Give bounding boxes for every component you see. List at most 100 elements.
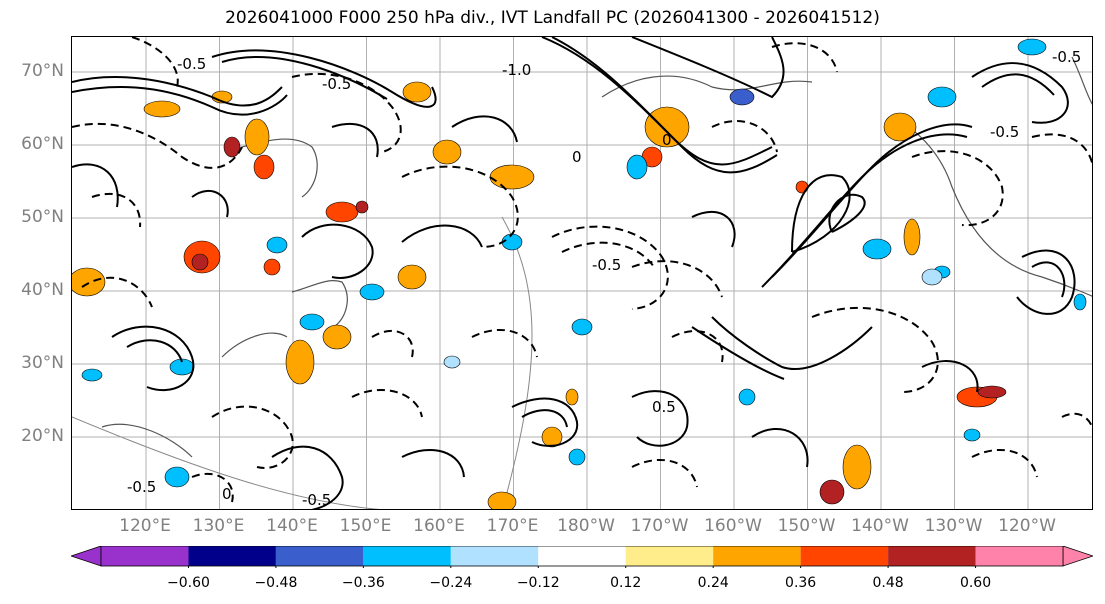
ivt-contour-dashed [561, 241, 655, 268]
domain-outline [72, 416, 381, 509]
ivt-contour [511, 397, 579, 447]
ivt-contour [221, 56, 388, 100]
ivt-contour [791, 174, 851, 253]
divergence-shading [72, 38, 1087, 509]
contour-label: -0.5 [1052, 48, 1081, 66]
contour-label: -1.0 [502, 61, 531, 79]
divergence-shade [977, 385, 1007, 399]
colorbar-tick-label: −0.12 [516, 575, 560, 591]
longitude-label: 130°W [924, 516, 983, 536]
colorbar-tick-label: 0.60 [959, 575, 992, 591]
contour-label: 0.5 [652, 398, 676, 416]
ivt-contour-dashed [72, 122, 243, 169]
colorbar-segment [800, 546, 889, 566]
longitude-label: 160°E [413, 516, 465, 536]
divergence-shade [223, 136, 241, 158]
ivt-contour [1016, 249, 1076, 315]
ivt-contour [981, 73, 1055, 96]
ivt-contour-dashed [631, 260, 723, 298]
divergence-shade [72, 267, 106, 297]
divergence-shade [191, 253, 209, 271]
colorbar-tick-label: 0.12 [610, 575, 642, 591]
colorbar-tick-label: −0.60 [167, 575, 210, 591]
divergence-shade [738, 388, 756, 406]
divergence-shade [927, 86, 957, 108]
ivt-contour-dashed [551, 225, 669, 310]
ivt-contour [921, 360, 979, 393]
ivt-contour-dashed [471, 328, 538, 358]
coastline-segment [291, 280, 348, 328]
ivt-contour-dashed [191, 472, 234, 503]
divergence-shade [921, 268, 943, 286]
divergence-shade [81, 368, 103, 382]
divergence-shade [729, 88, 755, 106]
colorbar-segment [363, 546, 451, 566]
contour-label: -0.5 [592, 256, 621, 274]
coastlines [72, 56, 1092, 509]
ivt-contour-dashed [971, 448, 1038, 478]
ivt-contour [271, 445, 344, 509]
longitude-label: 120°E [119, 516, 171, 536]
divergence-shade [285, 339, 315, 385]
latitude-label: 40°N [21, 280, 64, 300]
divergence-shade [263, 258, 281, 276]
divergence-shade [432, 139, 462, 165]
ivt-contour [191, 190, 229, 218]
divergence-shade [862, 238, 892, 260]
ivt-contour [631, 390, 689, 447]
colorbar-tick-label: 0.36 [785, 575, 817, 591]
map-canvas[interactable]: -0.5 -0.5 0 -0.5 -1.0 -0.5 0 -0.5 0.5 -0.5 0 -0.5 [72, 37, 1093, 510]
divergence-shade [1017, 38, 1047, 56]
colorbar-tick-label: −0.48 [254, 575, 298, 591]
ivt-contour-dashed [371, 330, 414, 358]
ivt-contour [1031, 261, 1066, 298]
colorbar-segment [625, 546, 714, 566]
longitude-label: 160°W [704, 516, 762, 536]
ivt-contour [72, 163, 119, 208]
ivt-contour-dashed [291, 72, 402, 153]
colorbar-segment [101, 546, 189, 566]
longitude-label: 150°E [339, 516, 392, 536]
colorbar-segment [975, 546, 1063, 566]
divergence-shade [903, 218, 921, 256]
ivt-contour-dashed [1061, 412, 1092, 431]
ivt-contour [126, 339, 183, 363]
contour-label: -0.5 [177, 55, 206, 73]
longitude-label: 130°E [192, 516, 245, 536]
ivt-contour [751, 427, 809, 468]
contour-label: -0.5 [990, 123, 1019, 141]
latitude-label: 20°N [21, 426, 64, 446]
colorbar [71, 546, 1093, 568]
ivt-contour [551, 37, 778, 174]
ivt-contours [72, 37, 1092, 509]
divergence-shade [842, 444, 872, 490]
coastline-segment [891, 116, 1092, 297]
divergence-shade [489, 164, 535, 190]
ivt-contour [828, 193, 866, 233]
graticule [72, 37, 1092, 509]
divergence-shade [325, 201, 359, 223]
divergence-shade [541, 426, 563, 448]
latitude-label: 60°N [21, 134, 64, 154]
coastline-segment [221, 332, 288, 358]
colorbar-tick-label: 0.48 [872, 575, 904, 591]
colorbar-segment [188, 546, 276, 566]
ivt-contour [521, 409, 568, 428]
contour-label: -0.5 [322, 75, 351, 93]
ivt-contour-dashed [211, 405, 294, 469]
contour-label: 0 [662, 131, 672, 149]
coastline-segment [1071, 56, 1092, 105]
ivt-contour [401, 224, 483, 248]
divergence-shade [644, 106, 690, 148]
divergence-shade [299, 313, 325, 331]
colorbar-extend-high [1062, 546, 1093, 567]
map-panel[interactable]: -0.5 -0.5 0 -0.5 -1.0 -0.5 0 -0.5 0.5 -0.5 0 -0.5 [71, 36, 1093, 510]
colorbar-segment [888, 546, 976, 566]
latitude-label: 70°N [21, 61, 64, 81]
ivt-contour [211, 49, 437, 108]
divergence-shade [397, 264, 427, 290]
divergence-shade [819, 479, 845, 505]
divergence-shade [568, 448, 586, 466]
divergence-shade [487, 491, 517, 509]
latitude-label: 50°N [21, 207, 64, 227]
